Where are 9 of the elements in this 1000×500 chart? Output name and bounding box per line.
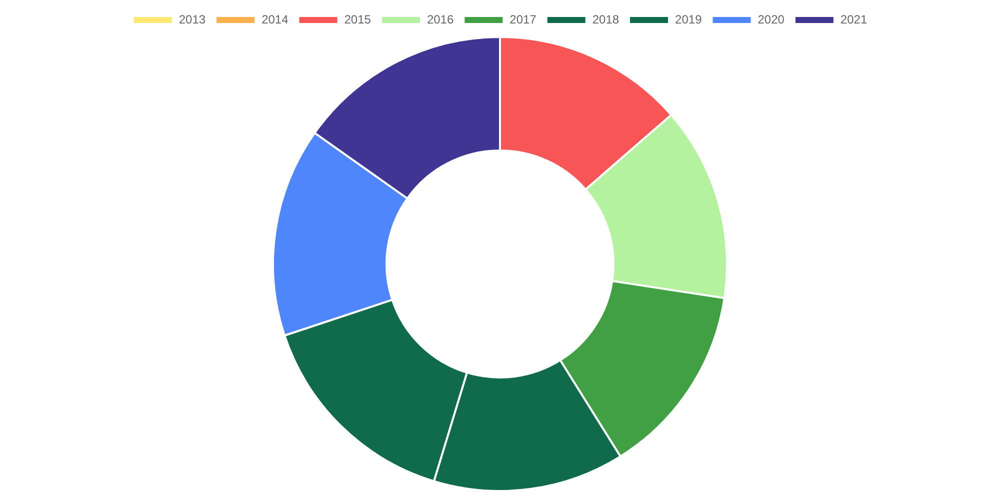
- legend-label: 2014: [262, 12, 289, 26]
- legend-label: 2017: [510, 12, 537, 26]
- legend-label: 2015: [344, 12, 372, 26]
- legend-label: 2020: [758, 12, 785, 26]
- legend-label: 2019: [675, 12, 702, 26]
- legend-label: 2016: [426, 12, 454, 26]
- legend-label: 2013: [178, 12, 206, 26]
- legend-label: 2021: [840, 12, 868, 26]
- legend-label: 2018: [592, 12, 620, 26]
